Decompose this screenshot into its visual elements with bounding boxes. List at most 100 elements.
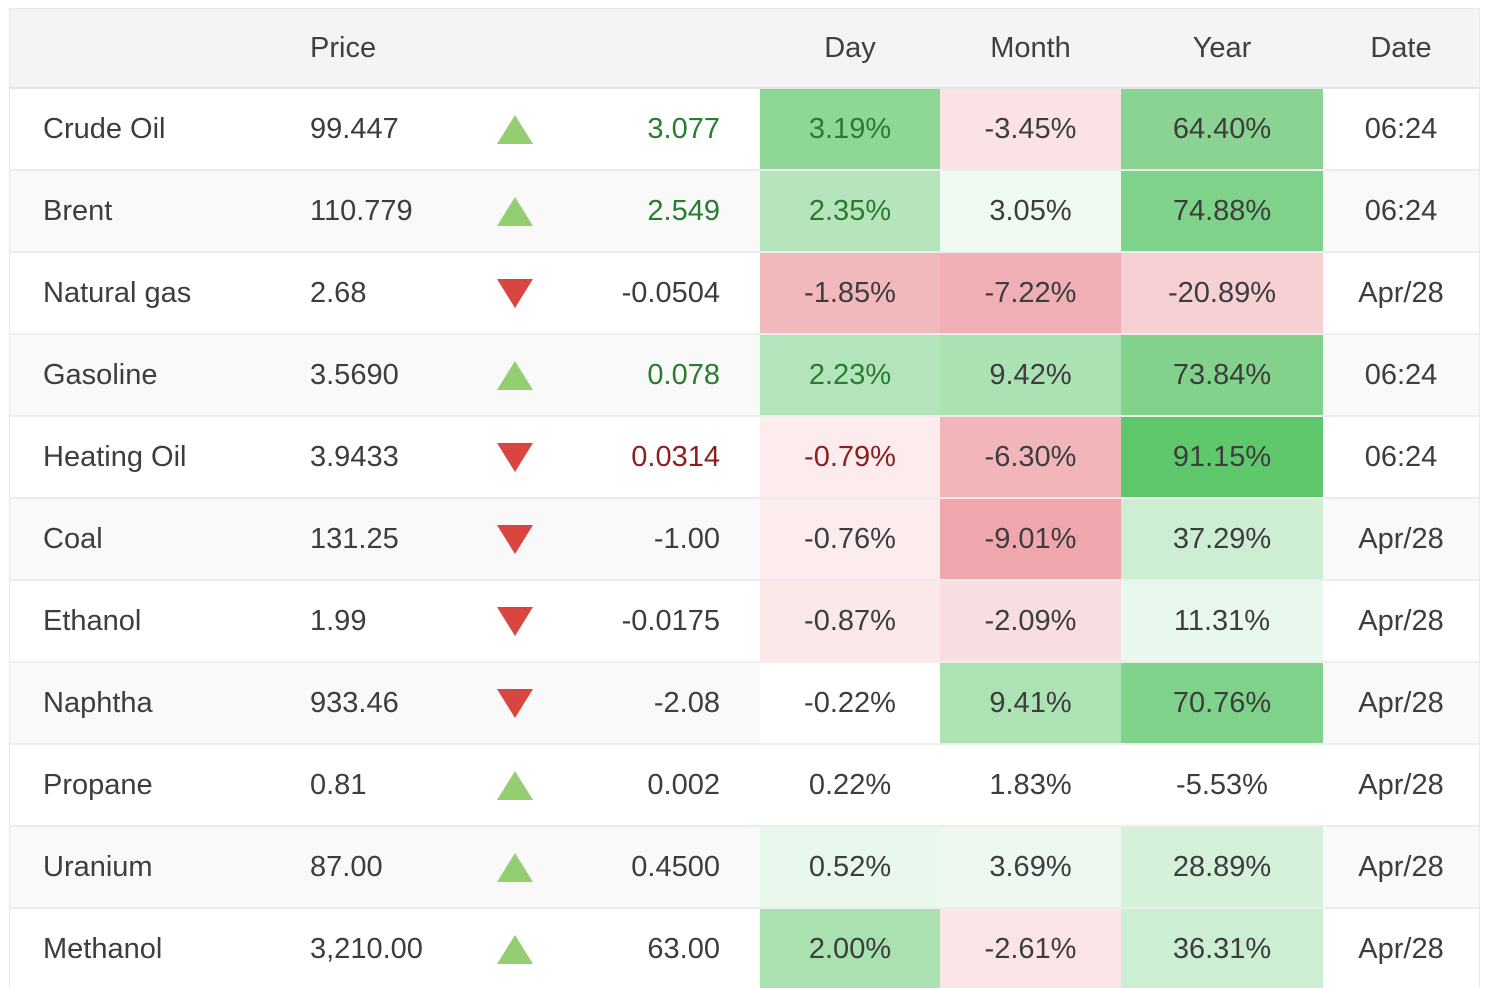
trend-arrow-cell <box>480 417 550 497</box>
table-row: Heating Oil 3.9433 0.0314 -0.79% -6.30% … <box>10 417 1479 499</box>
commodity-name-link[interactable]: Brent <box>43 194 113 227</box>
header-price: Price <box>310 31 377 64</box>
price-value: 0.81 <box>310 768 367 801</box>
header-date: Date <box>1370 31 1432 64</box>
day-percent-cell: -0.22% <box>760 663 940 743</box>
commodity-name-link[interactable]: Crude Oil <box>43 112 166 145</box>
day-percent-cell: 0.52% <box>760 827 940 907</box>
change-value: 3.077 <box>647 112 720 145</box>
commodity-name-link[interactable]: Methanol <box>43 932 163 965</box>
year-percent-cell: 64.40% <box>1121 89 1323 169</box>
price-value: 87.00 <box>310 850 383 883</box>
day-percent-cell: -1.85% <box>760 253 940 333</box>
price-value: 110.779 <box>310 194 413 227</box>
year-percent-cell: 70.76% <box>1121 663 1323 743</box>
trend-arrow-cell <box>480 335 550 415</box>
day-percent-cell: 2.00% <box>760 909 940 988</box>
date-value: 06:24 <box>1364 440 1438 473</box>
change-value: 0.4500 <box>631 850 720 883</box>
commodity-name-link[interactable]: Coal <box>43 522 103 555</box>
trend-arrow-cell <box>480 171 550 251</box>
date-value: Apr/28 <box>1358 932 1444 965</box>
trend-arrow-cell <box>480 745 550 825</box>
table-row: Propane 0.81 0.002 0.22% 1.83% -5.53% Ap… <box>10 745 1479 827</box>
change-value: -2.08 <box>653 686 720 719</box>
arrow-up-icon <box>497 196 533 226</box>
trend-arrow-cell <box>480 909 550 988</box>
arrow-up-icon <box>497 934 533 964</box>
arrow-up-icon <box>497 360 533 390</box>
price-value: 3.9433 <box>310 440 399 473</box>
year-percent-cell: 91.15% <box>1121 417 1323 497</box>
change-value: 0.078 <box>647 358 720 391</box>
arrow-down-icon <box>497 688 533 718</box>
price-value: 1.99 <box>310 604 367 637</box>
change-value: 63.00 <box>647 932 720 965</box>
commodity-name-link[interactable]: Ethanol <box>43 604 142 637</box>
month-percent-cell: 3.05% <box>940 171 1121 251</box>
header-arrow-spacer <box>480 9 550 87</box>
header-day: Day <box>824 31 876 64</box>
arrow-down-icon <box>497 278 533 308</box>
month-percent-cell: -2.09% <box>940 581 1121 661</box>
year-percent-cell: -5.53% <box>1121 745 1323 825</box>
trend-arrow-cell <box>480 89 550 169</box>
date-value: 06:24 <box>1364 194 1438 227</box>
day-percent-cell: 2.23% <box>760 335 940 415</box>
header-year: Year <box>1192 31 1252 64</box>
day-percent-cell: 0.22% <box>760 745 940 825</box>
commodity-name-link[interactable]: Gasoline <box>43 358 158 391</box>
header-month: Month <box>990 31 1071 64</box>
month-percent-cell: -3.45% <box>940 89 1121 169</box>
date-value: Apr/28 <box>1358 522 1444 555</box>
header-change-spacer <box>550 9 760 87</box>
price-value: 99.447 <box>310 112 399 145</box>
commodity-name-link[interactable]: Naphtha <box>43 686 153 719</box>
date-value: 06:24 <box>1364 112 1438 145</box>
day-percent-cell: 3.19% <box>760 89 940 169</box>
month-percent-cell: 9.41% <box>940 663 1121 743</box>
table-row: Methanol 3,210.00 63.00 2.00% -2.61% 36.… <box>10 909 1479 988</box>
commodities-table: Price Day Month Year Date Crude Oil 99.4… <box>9 8 1480 988</box>
month-percent-cell: -7.22% <box>940 253 1121 333</box>
month-percent-cell: -2.61% <box>940 909 1121 988</box>
table-row: Uranium 87.00 0.4500 0.52% 3.69% 28.89% … <box>10 827 1479 909</box>
commodity-name-link[interactable]: Uranium <box>43 850 153 883</box>
date-value: Apr/28 <box>1358 604 1444 637</box>
month-percent-cell: 3.69% <box>940 827 1121 907</box>
change-value: 2.549 <box>647 194 720 227</box>
change-value: 0.002 <box>647 768 720 801</box>
table-body: Crude Oil 99.447 3.077 3.19% -3.45% 64.4… <box>10 89 1479 988</box>
date-value: Apr/28 <box>1358 850 1444 883</box>
table-row: Brent 110.779 2.549 2.35% 3.05% 74.88% 0… <box>10 171 1479 253</box>
day-percent-cell: 2.35% <box>760 171 940 251</box>
price-value: 131.25 <box>310 522 399 555</box>
change-value: -0.0175 <box>621 604 720 637</box>
table-row: Naphtha 933.46 -2.08 -0.22% 9.41% 70.76%… <box>10 663 1479 745</box>
date-value: Apr/28 <box>1358 768 1444 801</box>
commodity-name-link[interactable]: Natural gas <box>43 276 192 309</box>
date-value: Apr/28 <box>1358 686 1444 719</box>
month-percent-cell: -9.01% <box>940 499 1121 579</box>
table-row: Natural gas 2.68 -0.0504 -1.85% -7.22% -… <box>10 253 1479 335</box>
date-value: Apr/28 <box>1358 276 1444 309</box>
price-value: 933.46 <box>310 686 399 719</box>
year-percent-cell: -20.89% <box>1121 253 1323 333</box>
year-percent-cell: 74.88% <box>1121 171 1323 251</box>
header-commodity <box>10 9 300 87</box>
month-percent-cell: 9.42% <box>940 335 1121 415</box>
arrow-up-icon <box>497 114 533 144</box>
price-value: 3.5690 <box>310 358 399 391</box>
commodity-name-link[interactable]: Heating Oil <box>43 440 187 473</box>
commodity-name-link[interactable]: Propane <box>43 768 153 801</box>
day-percent-cell: -0.76% <box>760 499 940 579</box>
year-percent-cell: 36.31% <box>1121 909 1323 988</box>
price-value: 2.68 <box>310 276 367 309</box>
trend-arrow-cell <box>480 581 550 661</box>
trend-arrow-cell <box>480 253 550 333</box>
day-percent-cell: -0.87% <box>760 581 940 661</box>
month-percent-cell: 1.83% <box>940 745 1121 825</box>
trend-arrow-cell <box>480 663 550 743</box>
arrow-down-icon <box>497 524 533 554</box>
table-row: Ethanol 1.99 -0.0175 -0.87% -2.09% 11.31… <box>10 581 1479 663</box>
